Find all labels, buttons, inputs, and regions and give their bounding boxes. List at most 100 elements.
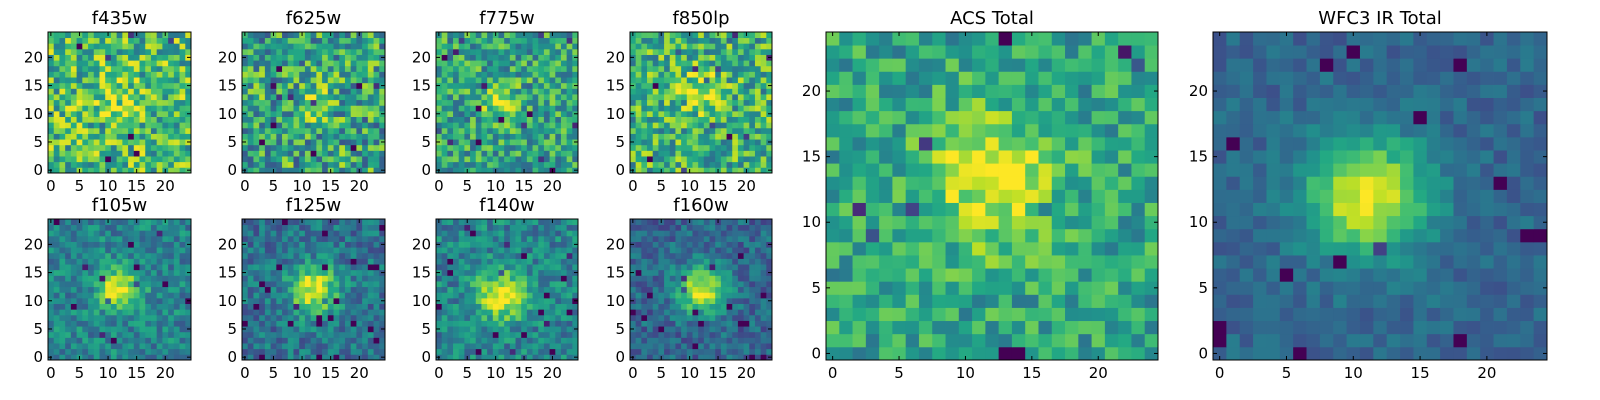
heatmap-cell [59, 88, 66, 95]
heatmap-cell [681, 71, 688, 78]
heatmap-cell [247, 303, 254, 310]
heatmap-cell [749, 281, 756, 288]
heatmap-cell [515, 144, 522, 151]
heatmap-cell [436, 275, 443, 282]
heatmap-cell [760, 309, 767, 316]
heatmap-cell [566, 88, 573, 95]
heatmap-cell [526, 167, 533, 174]
heatmap-cell [447, 127, 454, 134]
heatmap-cell [543, 77, 550, 84]
heatmap-cell [139, 77, 146, 84]
heatmap-cell [362, 348, 369, 355]
heatmap-cell [436, 235, 443, 242]
heatmap-cell [492, 314, 499, 321]
heatmap-cell [464, 326, 471, 333]
heatmap-cell [179, 48, 186, 55]
heatmap-cell [560, 235, 568, 242]
heatmap-cell [475, 150, 482, 157]
heatmap-cell [681, 43, 688, 50]
heatmap-cell [344, 354, 352, 361]
heatmap-cell [555, 127, 562, 134]
heatmap-cell [681, 354, 688, 361]
heatmap-cell [264, 99, 271, 106]
heatmap-cell [543, 297, 550, 304]
heatmap-cell [264, 292, 271, 299]
heatmap-cell [145, 269, 152, 276]
heatmap-cell [259, 144, 266, 151]
heatmap-cell [145, 82, 152, 89]
heatmap-cell [726, 337, 733, 344]
heatmap-cell [93, 167, 100, 174]
heatmap-cell [93, 32, 100, 39]
heatmap-cell [270, 286, 277, 293]
heatmap-cell [173, 320, 180, 327]
heatmap-cell [379, 99, 386, 106]
heatmap-cell [630, 48, 637, 55]
heatmap-cell [703, 309, 710, 316]
heatmap-cell [264, 252, 271, 259]
heatmap-cell [264, 88, 271, 95]
heatmap-cell [287, 337, 294, 344]
heatmap-cell [658, 309, 665, 316]
heatmap-cell [498, 292, 505, 299]
heatmap-cell [116, 320, 123, 327]
heatmap-cell [116, 144, 123, 151]
heatmap-cell [59, 156, 66, 163]
heatmap-cell [737, 343, 744, 350]
heatmap-cell [116, 337, 123, 344]
heatmap-cell [526, 110, 533, 117]
x-tick-label: 0 [628, 177, 638, 195]
heatmap-cell [276, 60, 283, 67]
heatmap-cell [162, 43, 169, 50]
heatmap-cell [504, 264, 511, 271]
heatmap-cell [515, 230, 522, 237]
heatmap-cell [566, 247, 573, 254]
heatmap-cell [509, 88, 516, 95]
heatmap-cell [458, 314, 465, 321]
heatmap-cell [709, 105, 716, 112]
heatmap-cell [116, 139, 123, 146]
heatmap-cell [304, 110, 312, 117]
heatmap-cell [509, 286, 516, 293]
heatmap-cell [560, 122, 568, 129]
heatmap-cell [504, 343, 511, 350]
heatmap-cell [703, 348, 710, 355]
heatmap-cell [59, 105, 66, 112]
heatmap-cell [150, 127, 158, 134]
heatmap-cell [122, 54, 129, 61]
heatmap-cell [299, 48, 306, 55]
heatmap-cell [373, 150, 380, 157]
heatmap-cell [532, 331, 539, 338]
heatmap-cell [487, 235, 494, 242]
heatmap-cell [139, 133, 146, 140]
y-tick-label: 15 [24, 77, 43, 95]
heatmap-cell [543, 37, 550, 44]
heatmap-cell [304, 54, 312, 61]
heatmap-cell [133, 110, 140, 117]
heatmap-cell [692, 88, 699, 95]
heatmap-cell [726, 286, 733, 293]
x-tick-label: 10 [99, 177, 118, 195]
heatmap-cell [356, 309, 363, 316]
heatmap-cell [310, 264, 317, 271]
heatmap-cell [350, 54, 357, 61]
x-tick-label: 0 [240, 177, 250, 195]
heatmap-cell [316, 297, 323, 304]
heatmap-cell [470, 230, 477, 237]
heatmap-cell [715, 105, 722, 112]
heatmap-cell [698, 99, 705, 106]
heatmap-cell [641, 281, 648, 288]
heatmap-cell [703, 105, 710, 112]
heatmap-cell [316, 32, 323, 39]
heatmap-cell [299, 286, 306, 293]
heatmap-cell [253, 219, 260, 226]
heatmap-cell [481, 292, 488, 299]
heatmap-cell [703, 343, 710, 350]
heatmap-cell [333, 133, 340, 140]
heatmap-cell [470, 269, 477, 276]
heatmap-cell [116, 309, 123, 316]
heatmap-cell [737, 354, 744, 361]
heatmap-cell [635, 326, 642, 333]
heatmap-cell [139, 224, 146, 231]
heatmap-cell [686, 326, 693, 333]
